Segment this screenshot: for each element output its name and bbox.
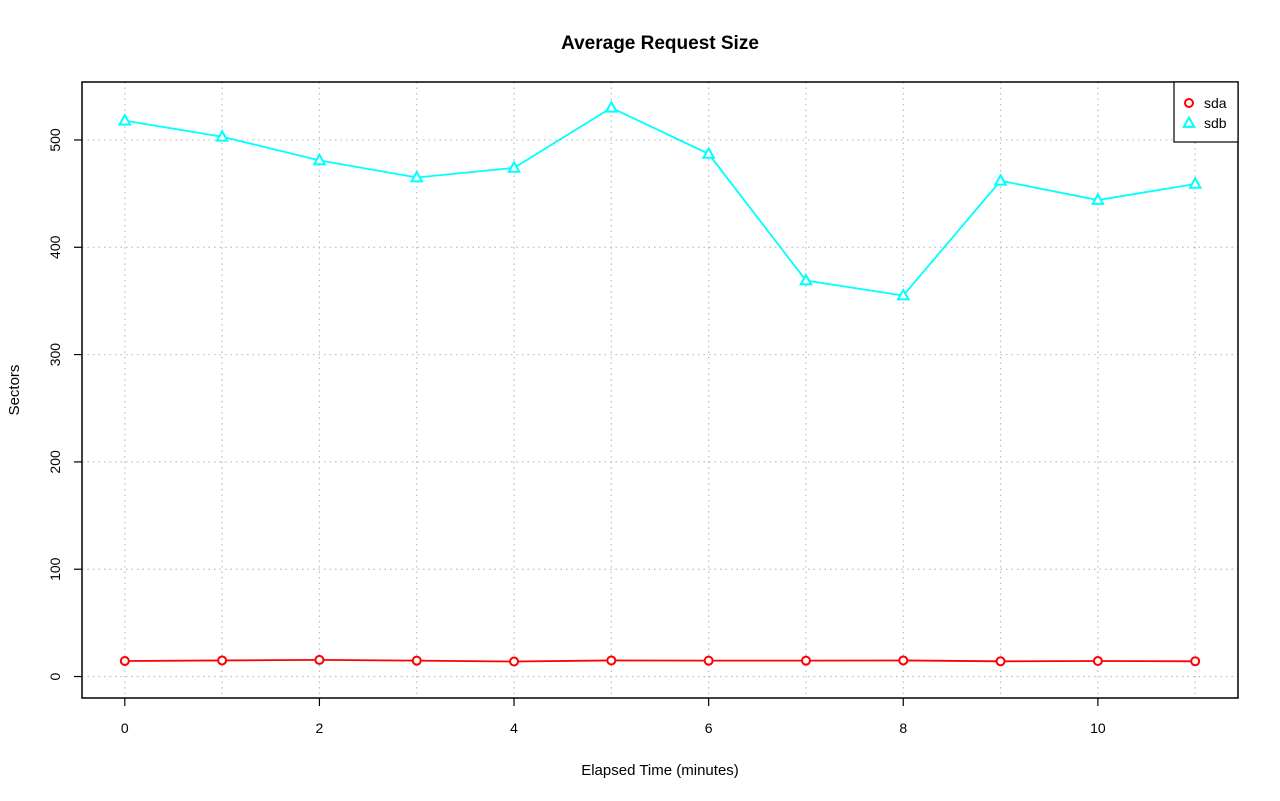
data-point-sda xyxy=(995,656,1006,667)
x-tick-label: 10 xyxy=(1090,720,1106,736)
data-point-sdb xyxy=(604,100,619,113)
x-tick-label: 2 xyxy=(316,720,324,736)
x-axis: 0 2 4 6 8 10 xyxy=(121,697,1106,736)
y-tick-label: 300 xyxy=(47,343,63,367)
y-tick-label: 400 xyxy=(47,235,63,259)
y-tick-label: 100 xyxy=(47,557,63,581)
data-point-sdb xyxy=(409,169,424,183)
series-sda xyxy=(119,654,1201,667)
data-point-sdb xyxy=(117,113,132,126)
y-tick-label: 500 xyxy=(47,128,63,152)
data-point-sda xyxy=(703,655,714,666)
data-point-sda xyxy=(606,655,617,666)
legend-marker-sda xyxy=(1184,98,1194,108)
grid xyxy=(82,82,1238,698)
legend-marker-sdb xyxy=(1182,115,1196,128)
data-point-sdb xyxy=(993,173,1008,186)
data-point-sdb xyxy=(1188,176,1203,189)
plot-frame xyxy=(81,81,1239,699)
data-point-sdb xyxy=(701,146,716,159)
data-point-sda xyxy=(898,655,909,666)
chart-title: Average Request Size xyxy=(561,33,759,54)
x-tick-label: 6 xyxy=(705,720,713,736)
data-point-sda xyxy=(1092,655,1103,666)
data-point-sda xyxy=(411,655,422,666)
y-tick-label: 200 xyxy=(47,450,63,474)
data-point-sda xyxy=(119,655,130,666)
x-tick-label: 0 xyxy=(121,720,129,736)
data-point-sdb xyxy=(312,152,327,166)
legend-label-sdb: sdb xyxy=(1204,115,1227,131)
data-point-sdb xyxy=(799,272,813,286)
data-point-sda xyxy=(1190,656,1201,667)
x-tick-label: 8 xyxy=(899,720,907,736)
series-sdb xyxy=(117,100,1203,301)
series-layer xyxy=(117,100,1203,667)
data-point-sda xyxy=(314,654,325,665)
y-tick-label: 0 xyxy=(47,672,63,680)
data-point-sda xyxy=(217,655,228,666)
x-tick-label: 4 xyxy=(510,720,518,736)
series-line-sdb xyxy=(124,106,1196,297)
data-point-sdb xyxy=(1090,192,1105,205)
data-point-sda xyxy=(800,655,811,666)
data-point-sdb xyxy=(215,129,230,142)
y-axis: 0 100 200 300 400 500 xyxy=(47,128,82,680)
y-axis-label: Sectors xyxy=(6,365,23,416)
legend-label-sda: sda xyxy=(1204,95,1227,111)
x-axis-label: Elapsed Time (minutes) xyxy=(581,762,739,779)
data-point-sdb xyxy=(507,160,521,173)
series-line-sda xyxy=(124,659,1196,663)
data-point-sda xyxy=(509,656,520,667)
data-point-sdb xyxy=(896,288,911,301)
legend-box xyxy=(1173,81,1239,143)
legend: sda sdb xyxy=(1173,81,1239,143)
